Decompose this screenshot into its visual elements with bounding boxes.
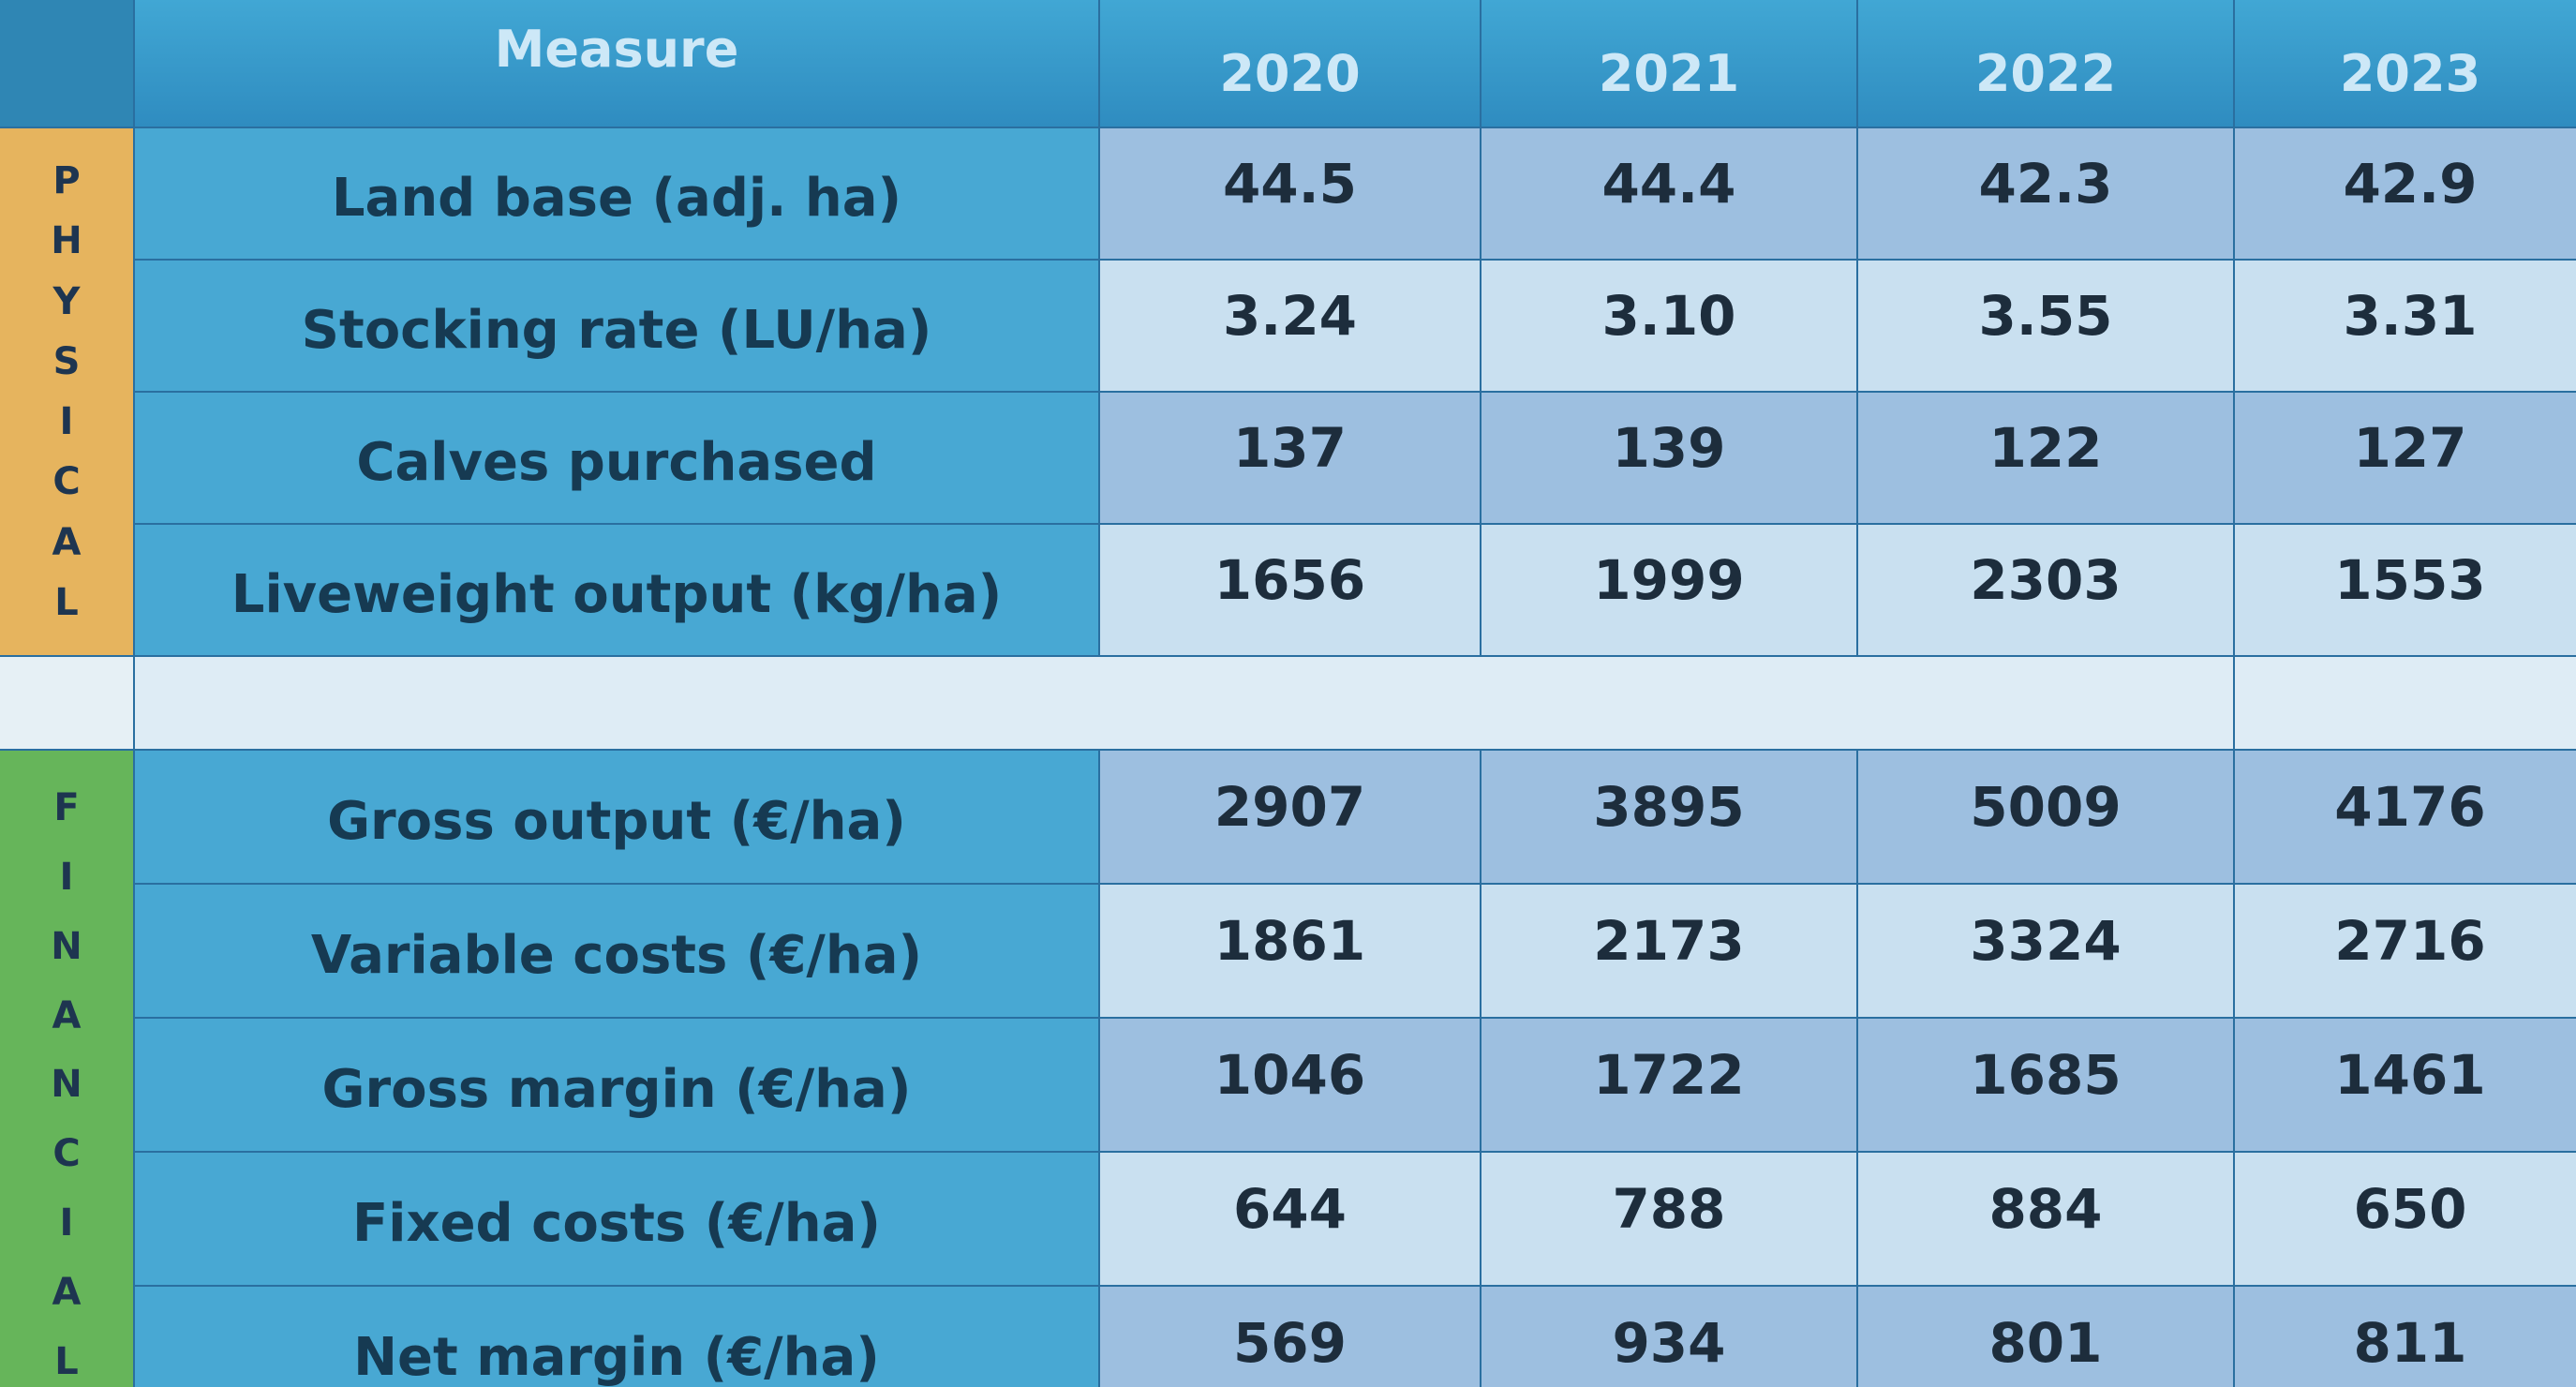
value-cell: 137: [1100, 393, 1480, 523]
value-cell: 644: [1100, 1153, 1480, 1285]
value-cell: 788: [1482, 1153, 1856, 1285]
value-cell: 1685: [1858, 1019, 2233, 1151]
value-cell: 42.3: [1858, 128, 2233, 259]
value-cell: 1722: [1482, 1019, 1856, 1151]
row-label: Net margin (€/ha): [135, 1287, 1098, 1387]
value-cell: 1656: [1100, 525, 1480, 655]
value-cell: 884: [1858, 1153, 2233, 1285]
section-label-letter: I: [59, 855, 74, 899]
column-header-measure: Measure: [135, 0, 1098, 127]
value-cell: 3.31: [2235, 261, 2576, 391]
value-cell: 934: [1482, 1287, 1856, 1387]
value-cell: 811: [2235, 1287, 2576, 1387]
section-label-letter: L: [54, 580, 79, 624]
row-label: Land base (adj. ha): [135, 128, 1098, 259]
row-label: Variable costs (€/ha): [135, 885, 1098, 1017]
section-label-letter: C: [52, 1132, 81, 1176]
value-cell: 569: [1100, 1287, 1480, 1387]
row-label: Gross margin (€/ha): [135, 1019, 1098, 1151]
value-cell: 139: [1482, 393, 1856, 523]
row-label: Liveweight output (kg/ha): [135, 525, 1098, 655]
section-label-letter: C: [52, 460, 81, 504]
row-label: Gross output (€/ha): [135, 751, 1098, 883]
value-cell: 1461: [2235, 1019, 2576, 1151]
column-header-year: 2023: [2235, 0, 2576, 127]
column-header-year: 2022: [1858, 0, 2233, 127]
value-cell: 3.10: [1482, 261, 1856, 391]
value-cell: 801: [1858, 1287, 2233, 1387]
separator-side: [0, 657, 133, 749]
section-label-letter: L: [54, 1339, 79, 1383]
value-cell: 2716: [2235, 885, 2576, 1017]
section-label-letter: A: [52, 993, 82, 1037]
section-label-letter: I: [59, 1201, 74, 1245]
header-corner: [0, 0, 133, 127]
value-cell: 44.5: [1100, 128, 1480, 259]
section-label-letter: A: [52, 1271, 82, 1315]
value-cell: 1046: [1100, 1019, 1480, 1151]
value-cell: 1553: [2235, 525, 2576, 655]
row-label: Fixed costs (€/ha): [135, 1153, 1098, 1285]
value-cell: 3895: [1482, 751, 1856, 883]
row-label: Calves purchased: [135, 393, 1098, 523]
value-cell: 5009: [1858, 751, 2233, 883]
value-cell: 3324: [1858, 885, 2233, 1017]
value-cell: 2907: [1100, 751, 1480, 883]
value-cell: 4176: [2235, 751, 2576, 883]
value-cell: 3.24: [1100, 261, 1480, 391]
section-label-letter: F: [53, 785, 80, 829]
section-label-letter: N: [51, 1063, 82, 1107]
value-cell: 122: [1858, 393, 2233, 523]
column-header-year: 2021: [1482, 0, 1856, 127]
value-cell: 1861: [1100, 885, 1480, 1017]
value-cell: 2303: [1858, 525, 2233, 655]
section-label-letter: Y: [52, 279, 81, 323]
separator-row: [135, 657, 2233, 749]
value-cell: 650: [2235, 1153, 2576, 1285]
value-cell: 127: [2235, 393, 2576, 523]
section-label-letter: A: [52, 520, 82, 564]
section-label-letter: P: [52, 159, 81, 203]
column-header-year: 2020: [1100, 0, 1480, 127]
section-label-letter: N: [51, 924, 82, 968]
section-label-letter: I: [59, 400, 74, 444]
value-cell: 1999: [1482, 525, 1856, 655]
section-label-letter: H: [51, 219, 82, 263]
value-cell: 2173: [1482, 885, 1856, 1017]
separator-row: [2235, 657, 2576, 749]
row-label: Stocking rate (LU/ha): [135, 261, 1098, 391]
value-cell: 44.4: [1482, 128, 1856, 259]
value-cell: 3.55: [1858, 261, 2233, 391]
section-label-letter: S: [52, 339, 81, 383]
value-cell: 42.9: [2235, 128, 2576, 259]
